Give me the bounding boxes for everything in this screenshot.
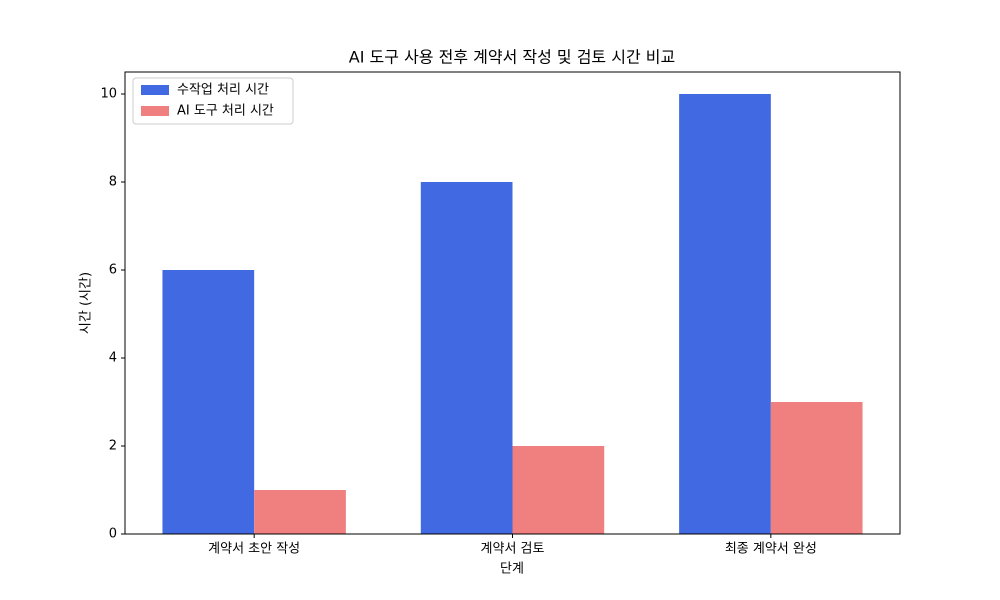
y-axis-label: 시간 (시간) — [79, 272, 94, 334]
y-tick-label: 8 — [109, 175, 117, 190]
chart-title: AI 도구 사용 전후 계약서 작성 및 검토 시간 비교 — [349, 48, 675, 67]
bar — [679, 94, 771, 534]
x-tick-label: 최종 계약서 완성 — [725, 542, 817, 557]
y-tick-label: 6 — [109, 263, 117, 278]
y-tick-label: 0 — [109, 527, 117, 542]
bar — [254, 490, 346, 534]
legend-swatch — [141, 85, 169, 95]
x-tick-label: 계약서 초안 작성 — [208, 542, 300, 557]
x-axis-label: 단계 — [500, 562, 524, 577]
y-tick-label: 2 — [109, 439, 117, 454]
legend-swatch — [141, 106, 169, 116]
y-tick-label: 10 — [100, 87, 117, 102]
x-tick-label: 계약서 검토 — [481, 542, 545, 557]
legend-label: AI 도구 처리 시간 — [177, 104, 274, 119]
bar — [420, 182, 513, 534]
legend-label: 수작업 처리 시간 — [177, 83, 269, 98]
bar — [512, 446, 605, 534]
legend-box — [132, 77, 294, 125]
bar — [162, 270, 255, 534]
bar — [770, 402, 863, 534]
y-tick-label: 4 — [109, 351, 117, 366]
plot-frame — [124, 71, 901, 535]
